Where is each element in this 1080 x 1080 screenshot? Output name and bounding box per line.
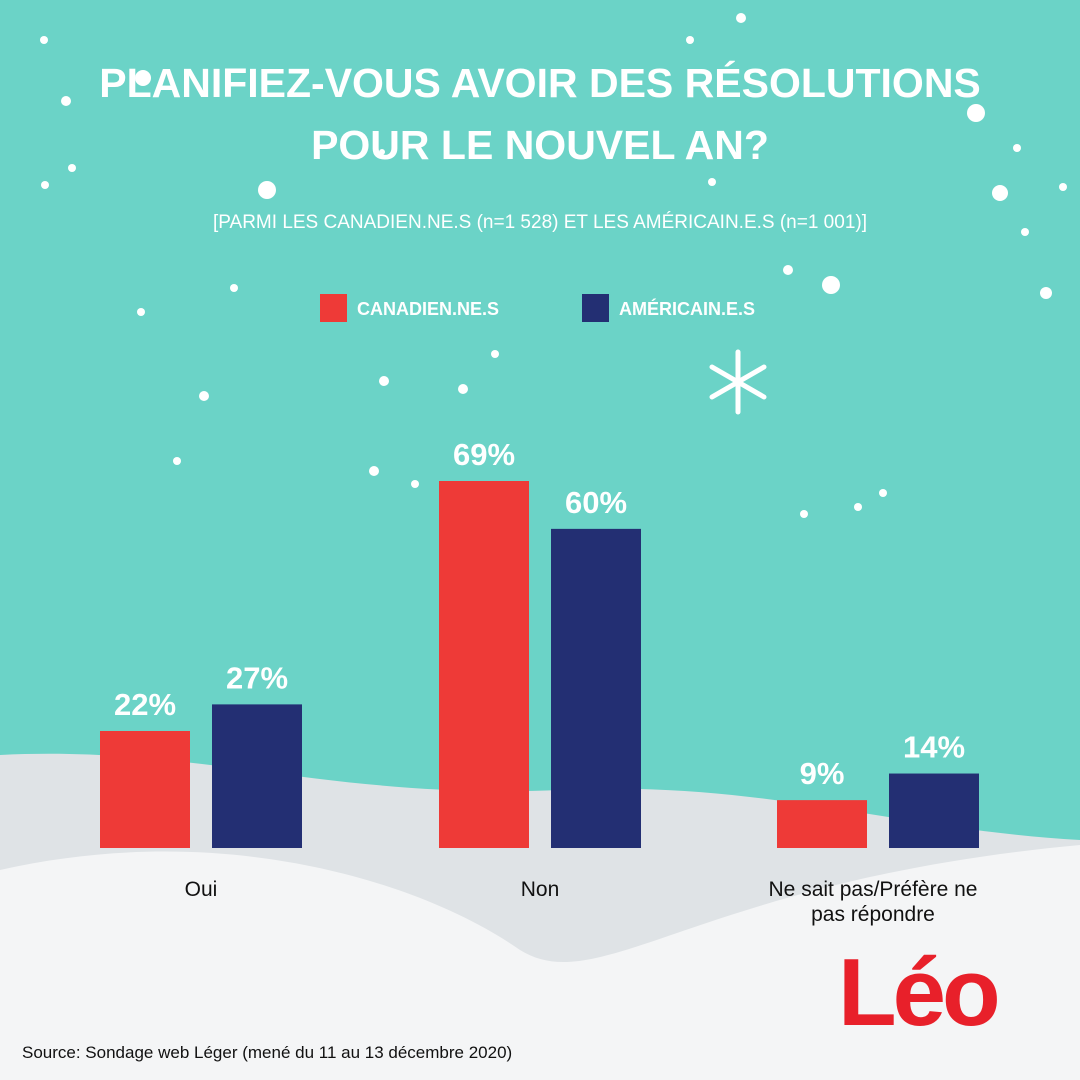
value-label: 69% — [453, 437, 515, 472]
logo: Léo — [838, 939, 1001, 1046]
chart-title: PLANIFIEZ-VOUS AVOIR DES RÉSOLUTIONS POU… — [99, 60, 981, 168]
value-label: 27% — [226, 660, 288, 695]
snowflakes — [40, 13, 1067, 518]
legend-swatch — [582, 294, 609, 322]
bar — [212, 704, 302, 848]
value-label: 22% — [114, 687, 176, 722]
bar — [889, 773, 979, 848]
bar — [100, 730, 190, 848]
chart-subtitle: [PARMI LES CANADIEN.NE.S (n=1 528) ET LE… — [213, 212, 867, 233]
x-tick-label: Ne sait pas/Préfère ne pas répondre — [768, 878, 978, 926]
bar — [777, 800, 867, 848]
snow-hill-front — [0, 845, 1080, 1080]
legend-label: CANADIEN.NE.S — [357, 299, 499, 319]
legend-label: AMÉRICAIN.E.S — [619, 298, 755, 319]
legend-swatch — [320, 294, 347, 322]
x-tick-label: Oui — [184, 878, 218, 901]
value-label: 9% — [800, 756, 845, 791]
x-tick-label: Non — [520, 878, 560, 901]
value-label: 14% — [903, 730, 965, 765]
snowflake-icon — [709, 349, 767, 415]
value-label: 60% — [565, 485, 627, 520]
source: Source: Sondage web Léger (mené du 11 au… — [22, 1043, 513, 1062]
bar — [551, 528, 641, 848]
bar — [439, 481, 529, 848]
